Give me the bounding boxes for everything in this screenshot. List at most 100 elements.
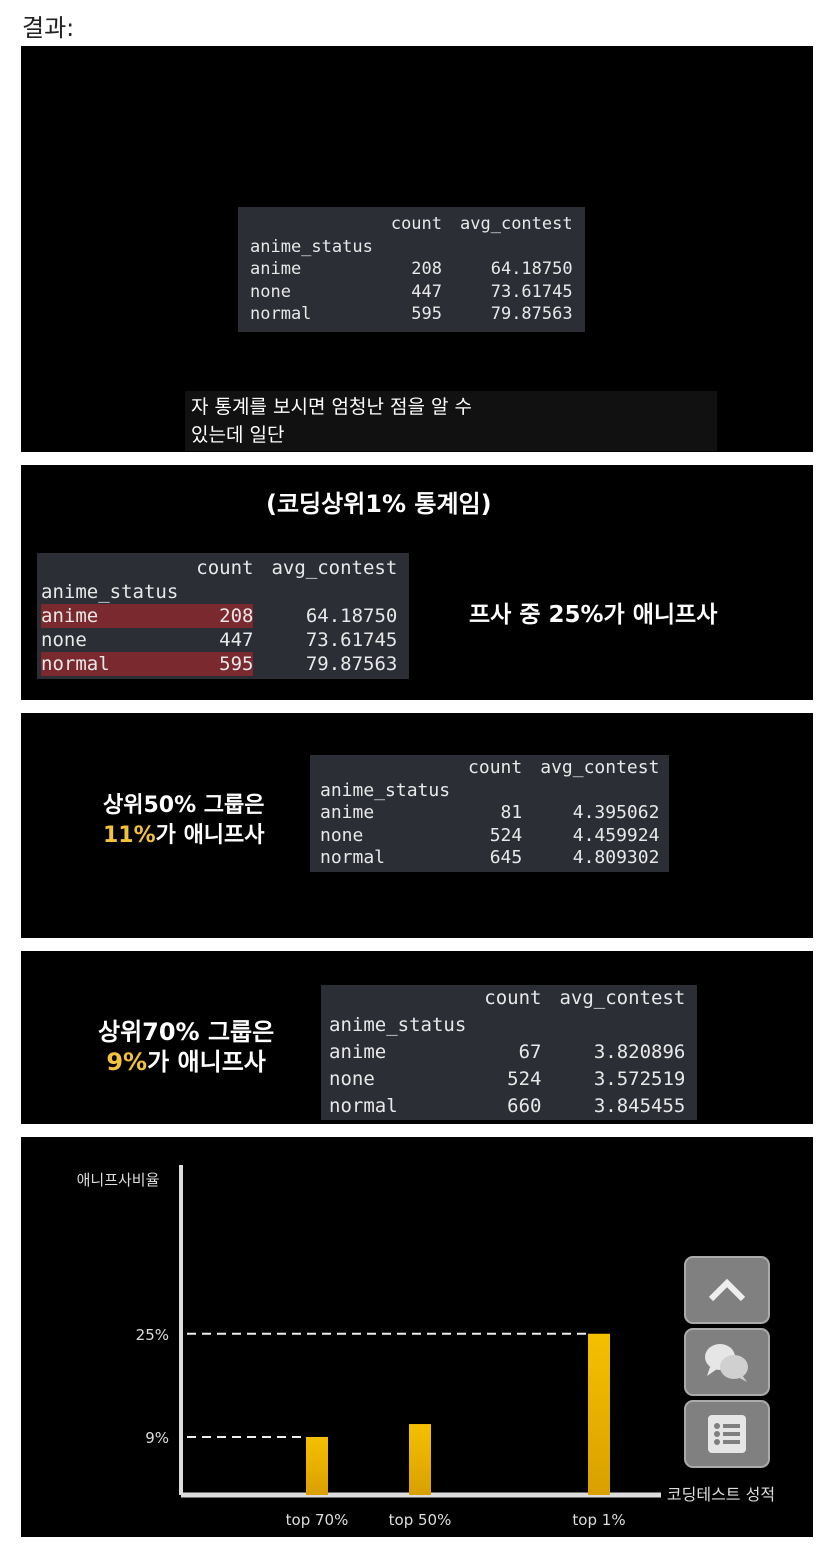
table-cell: 79.87563 <box>490 304 573 324</box>
table-cell: 64.18750 <box>305 605 398 627</box>
subtitle-line: 자 통계를 보시면 엄청난 점을 알 수 <box>191 396 472 418</box>
table-row: anime 208 64.18750 <box>41 604 397 628</box>
table-cell: 524 <box>489 824 523 846</box>
table-cell: count <box>390 214 443 234</box>
table-cell: 79.87563 <box>305 653 398 675</box>
table-row: normal 595 79.87563 <box>250 303 573 326</box>
table-cell <box>253 580 397 604</box>
table-cell: anime <box>41 604 179 628</box>
table-cell: anime_status <box>320 779 451 801</box>
table-header-row: count avg_contest <box>250 213 573 236</box>
table-header-row: count avg_contest <box>329 985 685 1012</box>
caption-percent: 9% <box>106 1048 148 1076</box>
subtitle-line: 있는데 일단 <box>191 424 285 446</box>
table-cell: avg_contest <box>559 987 686 1009</box>
list-icon <box>708 1415 746 1453</box>
table-cell: count <box>468 757 523 778</box>
table-cell: 4.809302 <box>572 847 660 868</box>
panel-overall-stats: count avg_contest anime_status anime 208 64.1… <box>21 46 813 452</box>
table-cell: 4.459924 <box>572 824 660 846</box>
caption: 상위50% 그룹은 11%가 애니프사 <box>103 791 265 851</box>
subtitle: 자 통계를 보시면 엄청난 점을 알 수 있는데 일단 <box>185 391 717 451</box>
table-cell: 73.61745 <box>490 281 573 302</box>
table-row: none 524 4.459924 <box>320 825 659 848</box>
table-header-row: count avg_contest <box>320 757 659 780</box>
caption-line: 상위50% 그룹은 <box>103 793 265 818</box>
table-cell: none <box>250 281 291 302</box>
bar-top-1- <box>588 1333 610 1495</box>
table-cell <box>41 556 178 580</box>
caption-line: 상위70% 그룹은 <box>98 1018 275 1046</box>
table-cell <box>329 985 466 1012</box>
stats-table: count avg_contest anime_status anime 208 64.1… <box>238 207 585 332</box>
y-tick-label: 25% <box>136 1326 169 1344</box>
table-cell: anime <box>329 1041 387 1063</box>
overlay-caption: 프사 중 25%가 애니프사 <box>461 598 726 632</box>
caption-percent: 11% <box>103 823 156 848</box>
bar-top-70- <box>306 1436 328 1495</box>
table-index-row: anime_status <box>320 780 659 803</box>
table-cell: count <box>196 557 254 579</box>
comments-button[interactable] <box>684 1328 770 1396</box>
table-row: anime 81 4.395062 <box>320 802 659 825</box>
table-cell <box>320 757 450 780</box>
table-cell: normal <box>41 652 179 676</box>
result-heading: 결과: <box>22 14 75 42</box>
table-cell: normal <box>320 847 386 868</box>
stats-table: count avg_contest anime_status anime 81 4.395… <box>310 755 670 872</box>
table-index-row: anime_status <box>41 580 397 604</box>
table-cell: 208 <box>178 604 254 628</box>
table-cell: 81 <box>500 802 523 823</box>
table-cell: 208 <box>411 259 443 279</box>
table-cell: normal <box>250 304 312 324</box>
panel-title: (코딩상위1% 통계임) <box>266 490 492 518</box>
table-header-row: count avg_contest <box>41 556 397 580</box>
table-cell: 3.572519 <box>593 1068 686 1090</box>
chevron-up-icon <box>708 1278 746 1302</box>
table-cell: 447 <box>219 629 254 651</box>
table-cell: 4.395062 <box>572 802 660 823</box>
table-cell: 645 <box>489 847 523 868</box>
x-axis-label: 코딩테스트 성적 <box>667 1485 775 1504</box>
table-row: anime 67 3.820896 <box>329 1039 685 1066</box>
table-cell: count <box>484 987 542 1009</box>
x-tick-label: top 70% <box>286 1511 349 1529</box>
table-cell: 524 <box>507 1068 542 1090</box>
table-cell: 447 <box>411 281 443 302</box>
table-cell <box>541 1012 685 1039</box>
table-row: normal 595 79.87563 <box>41 652 397 676</box>
table-cell: avg_contest <box>540 757 660 778</box>
table-cell: 660 <box>507 1095 542 1117</box>
table-cell <box>466 1012 541 1039</box>
table-cell: normal <box>329 1095 398 1117</box>
table-row: none 447 73.61745 <box>41 628 397 652</box>
table-row: none 447 73.61745 <box>250 281 573 304</box>
chat-bubbles-icon <box>705 1344 748 1382</box>
table-cell: anime <box>320 802 375 823</box>
stats-table: count avg_contest anime_status anime 208 64.1… <box>37 553 410 679</box>
table-cell: 64.18750 <box>490 259 573 279</box>
table-cell: none <box>320 824 364 846</box>
table-cell: none <box>41 629 87 651</box>
list-button[interactable] <box>684 1400 770 1468</box>
x-tick-label: top 1% <box>572 1511 625 1529</box>
table-index-row: anime_status <box>250 236 573 259</box>
bar-top-50- <box>409 1424 431 1495</box>
table-cell: avg_contest <box>271 557 398 579</box>
table-cell: anime <box>250 259 302 279</box>
table-cell <box>250 213 373 236</box>
caption: 상위70% 그룹은 9%가 애니프사 <box>98 1017 274 1077</box>
table-cell: 595 <box>411 304 443 324</box>
table-cell: none <box>329 1068 375 1090</box>
table-cell: 3.820896 <box>593 1041 686 1063</box>
caption-rest: 가 애니프사 <box>155 823 265 848</box>
table-cell: 595 <box>178 652 254 676</box>
table-row: none 524 3.572519 <box>329 1066 685 1093</box>
table-index-row: anime_status <box>329 1012 685 1039</box>
table-row: anime 208 64.18750 <box>250 258 573 281</box>
panel-top1-stats: (코딩상위1% 통계임) count avg_contest anime_statu… <box>21 465 813 700</box>
scroll-top-button[interactable] <box>684 1256 770 1324</box>
